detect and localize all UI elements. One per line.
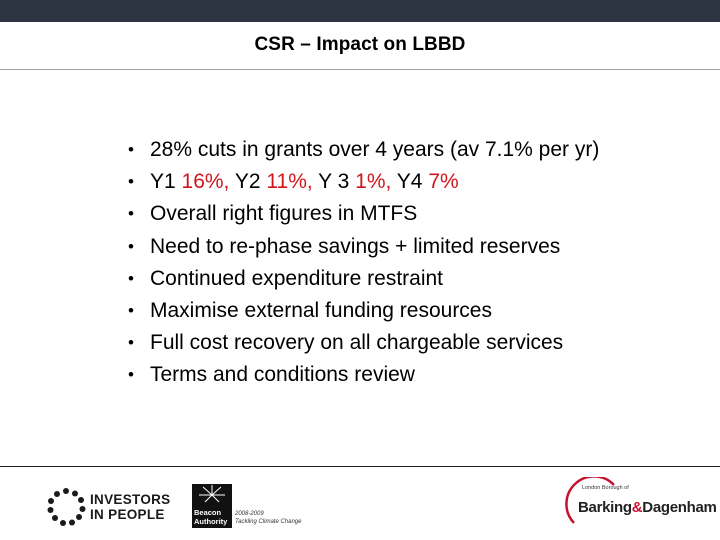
bullet-icon: •: [128, 365, 134, 385]
bullet-text: Maximise external funding resources: [150, 298, 492, 322]
slide-title: CSR – Impact on LBBD: [254, 34, 466, 55]
investors-logo-line2: IN PEOPLE: [90, 507, 165, 522]
beacon-badge: Beacon Authority: [192, 484, 232, 528]
bullet-item: • Overall right figures in MTFS: [128, 201, 708, 233]
top-bar: [0, 0, 720, 22]
bullet-text-part: Y 3: [318, 170, 356, 194]
bullet-icon: •: [128, 172, 134, 192]
bullet-item: • Need to re-phase savings + limited rese…: [128, 234, 708, 266]
beacon-caption: 2008-2009 Tackling Climate Change: [235, 510, 301, 526]
bullet-icon: •: [128, 204, 134, 224]
bullet-icon: •: [128, 300, 134, 320]
bullet-text: Need to re-phase savings + limited reser…: [150, 234, 561, 258]
bullet-text-part: Y2: [234, 170, 267, 194]
beacon-years: 2008-2009: [235, 511, 264, 517]
bullet-list: • 28% cuts in grants over 4 years (av 7.1…: [128, 137, 708, 395]
beacon-authority-logo: Beacon Authority 2008-2009 Tackling Clim…: [192, 484, 312, 530]
bullet-text-part: Y1: [150, 170, 182, 194]
starburst-icon: [199, 485, 225, 503]
bullet-item: • Maximise external funding resources: [128, 298, 708, 330]
bullet-text-part-red: 11%,: [266, 170, 319, 194]
bullet-item: • Terms and conditions review: [128, 362, 708, 394]
investors-logo-text: INVESTORS IN PEOPLE: [90, 492, 170, 522]
borough-name-left: Barking: [578, 499, 632, 516]
bullet-item: • Continued expenditure restraint: [128, 266, 708, 298]
bullet-text-part-red: 7%: [428, 170, 459, 194]
arc-icon: [565, 477, 615, 524]
borough-name: Barking&Dagenham: [578, 499, 717, 516]
bullet-text-part-red: 16%,: [181, 170, 235, 194]
wreath-icon: [47, 488, 86, 526]
bullet-text: Full cost recovery on all chargeable ser…: [150, 331, 564, 355]
beacon-theme: Tackling Climate Change: [235, 519, 302, 525]
bullet-text: Continued expenditure restraint: [150, 266, 444, 290]
bullet-icon: •: [128, 268, 134, 288]
bullet-icon: •: [128, 236, 134, 256]
bullet-text-part-red: 1%,: [355, 170, 397, 194]
borough-name-right: Dagenham: [642, 499, 717, 516]
bullet-item: • 28% cuts in grants over 4 years (av 7.1…: [128, 137, 708, 169]
bullet-text: Overall right figures in MTFS: [150, 202, 418, 226]
bullet-text: Terms and conditions review: [150, 363, 415, 387]
borough-label: London Borough of: [582, 485, 629, 491]
bullet-text-part: Y4: [396, 170, 429, 194]
bullet-item: • Full cost recovery on all chargeable se…: [128, 330, 708, 362]
barking-dagenham-logo: London Borough of Barking&Dagenham: [562, 477, 717, 527]
borough-name-amp: &: [631, 499, 643, 516]
beacon-word2: Authority: [194, 517, 228, 526]
beacon-word1: Beacon: [194, 508, 222, 517]
footer-divider: [0, 466, 720, 467]
investors-logo-line1: INVESTORS: [90, 492, 171, 507]
title-box: CSR – Impact on LBBD: [0, 22, 720, 70]
bullet-text: 28% cuts in grants over 4 years (av 7.1%…: [150, 138, 600, 161]
bullet-icon: •: [128, 333, 134, 353]
bullet-icon: •: [128, 140, 134, 159]
investors-in-people-logo: INVESTORS IN PEOPLE: [46, 486, 184, 530]
bullet-item: • Y1 16%, Y2 11%, Y 3 1%, Y4 7%: [128, 169, 708, 201]
